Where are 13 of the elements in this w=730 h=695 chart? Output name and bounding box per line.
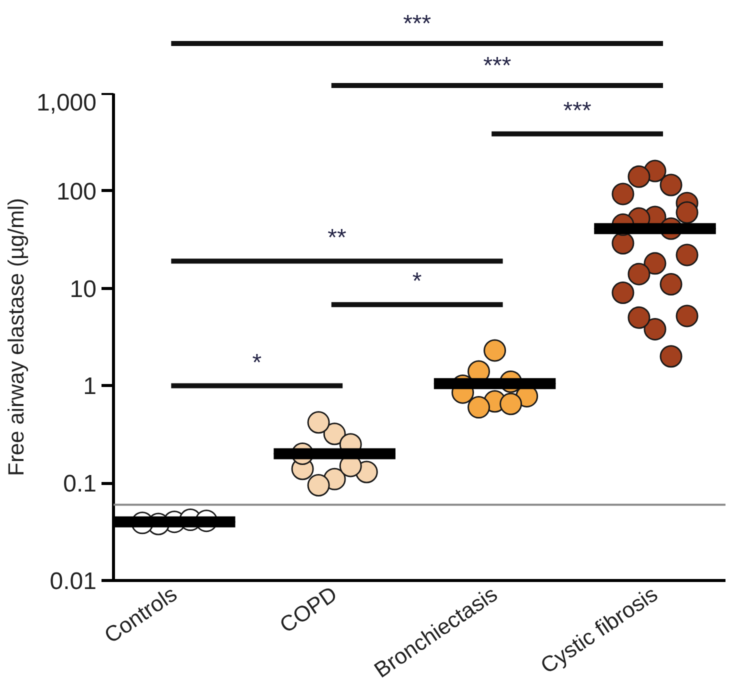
y-tick-label: 0.1 (63, 470, 97, 498)
annotation: * (412, 268, 422, 296)
text: *** (483, 52, 512, 80)
annotation: *** (563, 97, 592, 124)
annotation: * (252, 349, 262, 376)
y-tick-label: 10 (70, 276, 97, 303)
y-tick-label: 100 (56, 178, 97, 206)
annotation: ** (328, 224, 346, 252)
y-axis-title: Free airway elastase (µg/ml) (3, 198, 28, 476)
y-tick-label: 1 (83, 373, 97, 400)
y-tick-label: 1,000 (36, 90, 97, 116)
text: *** (403, 10, 432, 38)
y-tick-label: 0.01 (50, 568, 97, 595)
